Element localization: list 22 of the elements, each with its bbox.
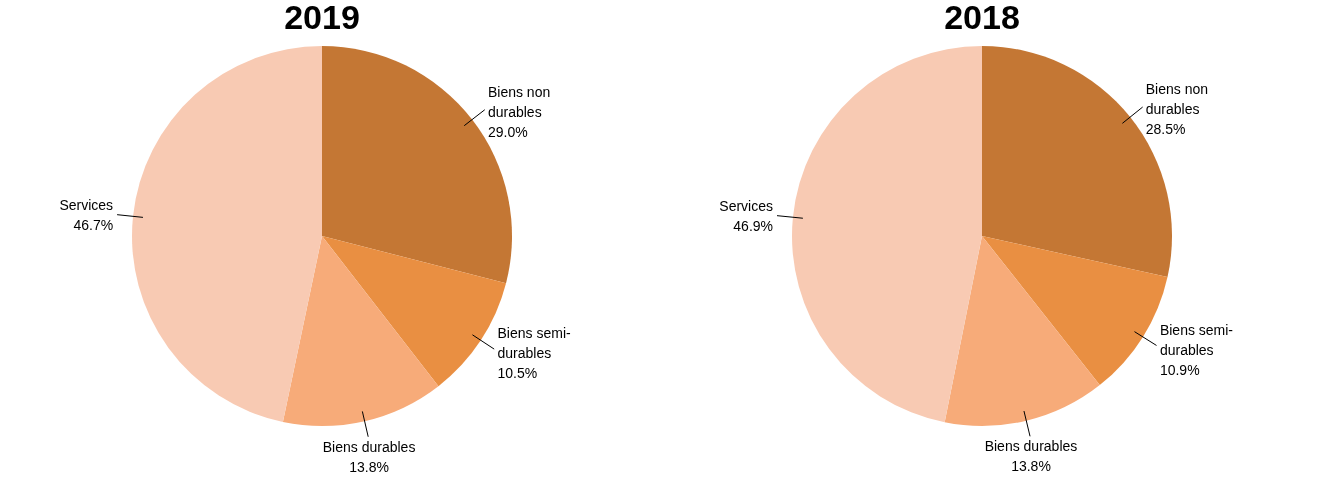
- slice-label: Biens non durables: [487, 83, 551, 120]
- chart-title: 2019: [284, 0, 360, 36]
- slice-label: Biens semi-durables: [1159, 321, 1234, 358]
- data-label: 10.9%: [1159, 361, 1200, 378]
- slice-label: Biens non durables: [1145, 80, 1209, 117]
- pie-slice: [132, 46, 322, 422]
- slice-label: Services: [59, 197, 114, 214]
- pie-slice: [282, 236, 439, 426]
- pie-slice: [944, 236, 1100, 426]
- data-label: 46.9%: [733, 218, 774, 235]
- slice-label: Biens durables: [984, 438, 1078, 455]
- data-label: 29.0%: [487, 123, 528, 140]
- data-label: 46.7%: [73, 217, 114, 234]
- pie-slice: [792, 46, 982, 423]
- data-label: 13.8%: [349, 458, 389, 475]
- slice-label: Services: [719, 198, 774, 215]
- data-label: 13.8%: [1011, 458, 1051, 475]
- data-label: 10.5%: [497, 365, 538, 382]
- data-label: 28.5%: [1145, 120, 1186, 137]
- slice-label: Biens semi-durables: [497, 325, 571, 362]
- slice-label: Biens durables: [322, 438, 416, 455]
- chart-title: 2018: [944, 0, 1020, 36]
